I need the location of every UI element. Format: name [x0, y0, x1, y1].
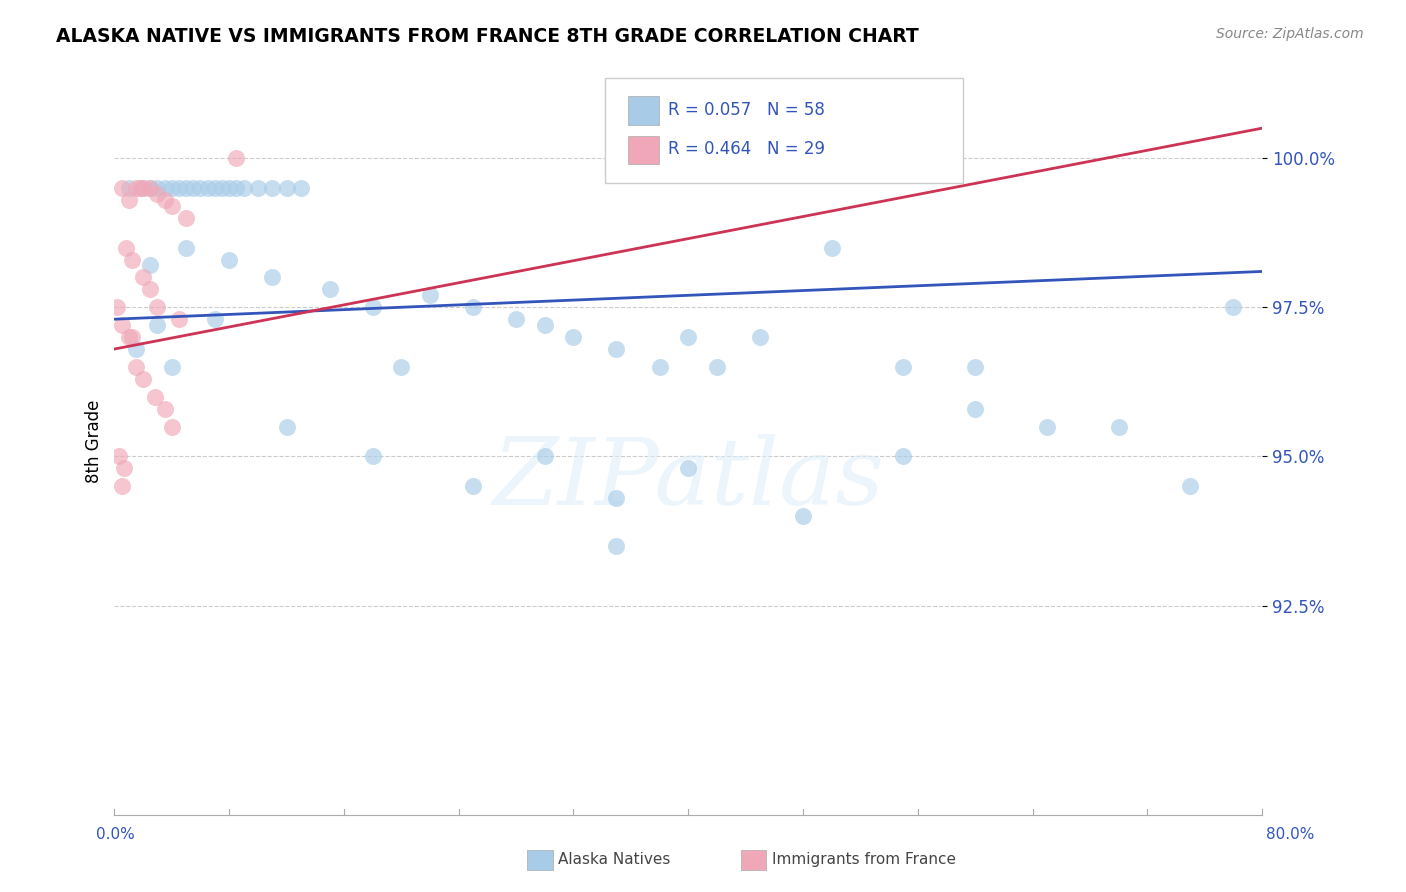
Point — [318, 282, 340, 296]
Text: Source: ZipAtlas.com: Source: ZipAtlas.com — [1216, 27, 1364, 41]
Point — [115, 241, 138, 255]
Point — [121, 252, 143, 267]
Point — [749, 330, 772, 344]
Point — [361, 300, 384, 314]
Point — [965, 401, 987, 416]
Point — [160, 181, 183, 195]
Point — [605, 491, 627, 506]
Point — [174, 241, 197, 255]
Point — [276, 181, 298, 195]
Point — [146, 181, 169, 195]
Point — [125, 181, 148, 195]
Point — [605, 539, 627, 553]
Point — [676, 330, 699, 344]
Point — [125, 342, 148, 356]
Point — [1036, 419, 1059, 434]
Point — [107, 450, 129, 464]
Point — [821, 241, 844, 255]
Text: Alaska Natives: Alaska Natives — [558, 853, 671, 867]
Point — [118, 330, 141, 344]
Point — [139, 181, 162, 195]
Point — [132, 372, 155, 386]
Point — [160, 359, 183, 374]
Point — [505, 312, 527, 326]
Point — [533, 450, 555, 464]
Point — [114, 461, 136, 475]
Point — [105, 300, 128, 314]
Y-axis label: 8th Grade: 8th Grade — [86, 400, 103, 483]
Point — [167, 181, 190, 195]
Point — [1108, 419, 1130, 434]
Point — [110, 181, 132, 195]
Point — [143, 390, 166, 404]
Point — [118, 181, 141, 195]
Point — [190, 181, 212, 195]
Point — [389, 359, 412, 374]
Point — [160, 199, 183, 213]
Point — [181, 181, 204, 195]
Point — [232, 181, 254, 195]
Point — [792, 509, 814, 524]
Point — [174, 211, 197, 225]
Point — [965, 359, 987, 374]
Point — [893, 359, 915, 374]
Text: ZIPatlas: ZIPatlas — [492, 434, 884, 524]
Point — [361, 450, 384, 464]
Point — [153, 401, 176, 416]
Point — [218, 252, 240, 267]
Text: ALASKA NATIVE VS IMMIGRANTS FROM FRANCE 8TH GRADE CORRELATION CHART: ALASKA NATIVE VS IMMIGRANTS FROM FRANCE … — [56, 27, 920, 45]
Point — [139, 181, 162, 195]
Point — [1180, 479, 1202, 493]
Text: 80.0%: 80.0% — [1267, 827, 1315, 842]
Point — [174, 181, 197, 195]
Point — [204, 312, 226, 326]
Point — [197, 181, 219, 195]
Point — [461, 300, 484, 314]
Point — [706, 359, 728, 374]
Point — [246, 181, 269, 195]
Point — [125, 359, 148, 374]
Point — [132, 181, 155, 195]
Point — [218, 181, 240, 195]
Point — [167, 312, 190, 326]
Point — [533, 318, 555, 333]
Point — [211, 181, 233, 195]
Point — [276, 419, 298, 434]
Point — [139, 282, 162, 296]
Point — [225, 181, 247, 195]
Text: R = 0.057   N = 58: R = 0.057 N = 58 — [668, 101, 825, 119]
Point — [262, 181, 284, 195]
Point — [110, 318, 132, 333]
Point — [461, 479, 484, 493]
Text: 0.0%: 0.0% — [96, 827, 135, 842]
Point — [648, 359, 671, 374]
Point — [121, 330, 143, 344]
Point — [132, 270, 155, 285]
Point — [204, 181, 226, 195]
Point — [146, 300, 169, 314]
Point — [605, 342, 627, 356]
Point — [132, 181, 155, 195]
Point — [129, 181, 152, 195]
Point — [153, 181, 176, 195]
Text: R = 0.464   N = 29: R = 0.464 N = 29 — [668, 140, 825, 158]
Point — [153, 193, 176, 207]
Text: Immigrants from France: Immigrants from France — [772, 853, 956, 867]
Point — [160, 419, 183, 434]
Point — [1222, 300, 1244, 314]
Point — [146, 318, 169, 333]
Point — [262, 270, 284, 285]
Point — [562, 330, 585, 344]
Point — [419, 288, 441, 302]
Point — [139, 259, 162, 273]
Point — [146, 186, 169, 201]
Point — [893, 450, 915, 464]
Point — [225, 151, 247, 165]
Point — [676, 461, 699, 475]
Point — [290, 181, 312, 195]
Point — [110, 479, 132, 493]
Point — [118, 193, 141, 207]
